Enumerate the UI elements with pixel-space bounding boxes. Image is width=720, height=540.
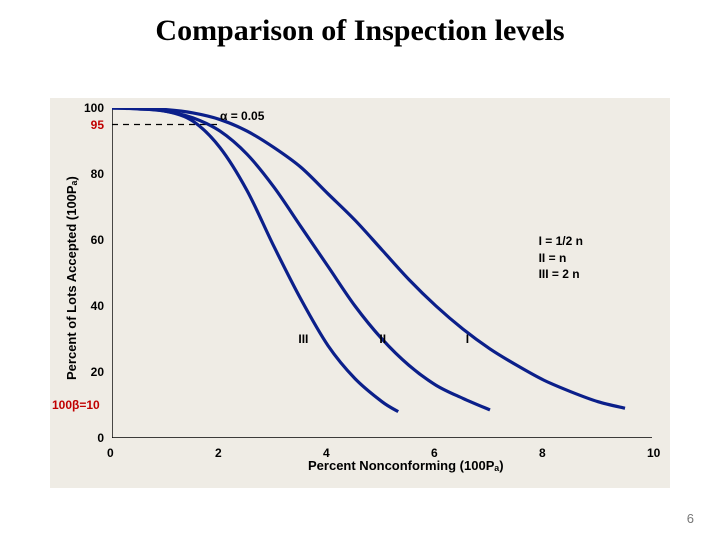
page-title: Comparison of Inspection levels bbox=[0, 0, 720, 48]
beta-annotation: 100β=10 bbox=[52, 398, 100, 412]
y-tick-label-95: 95 bbox=[74, 118, 104, 132]
curve-label-II: II bbox=[379, 332, 386, 346]
y-tick-label: 60 bbox=[74, 233, 104, 247]
x-tick-label: 2 bbox=[215, 446, 222, 460]
page-number: 6 bbox=[687, 511, 694, 526]
y-tick-label: 20 bbox=[74, 365, 104, 379]
chart-container: Percent of Lots Accepted (100Pₐ) α = 0.0… bbox=[50, 98, 670, 488]
y-tick-label: 100 bbox=[74, 101, 104, 115]
y-tick-label: 80 bbox=[74, 167, 104, 181]
plot-area: α = 0.05I = 1/2 nII = nIII = 2 nIIIIII bbox=[112, 108, 652, 438]
x-tick-label: 0 bbox=[107, 446, 114, 460]
curve-label-I: I bbox=[466, 332, 469, 346]
x-tick-label: 10 bbox=[647, 446, 660, 460]
legend: I = 1/2 nII = nIII = 2 n bbox=[539, 233, 583, 282]
curve-label-III: III bbox=[298, 332, 308, 346]
x-axis-title: Percent Nonconforming (100Pₐ) bbox=[308, 458, 504, 473]
y-tick-label: 40 bbox=[74, 299, 104, 313]
x-tick-label: 4 bbox=[323, 446, 330, 460]
legend-line: III = 2 n bbox=[539, 266, 583, 282]
y-tick-label: 0 bbox=[74, 431, 104, 445]
y-axis-title: Percent of Lots Accepted (100Pₐ) bbox=[64, 176, 79, 380]
x-tick-label: 6 bbox=[431, 446, 438, 460]
legend-line: I = 1/2 n bbox=[539, 233, 583, 249]
alpha-annotation: α = 0.05 bbox=[220, 109, 264, 123]
x-tick-label: 8 bbox=[539, 446, 546, 460]
legend-line: II = n bbox=[539, 250, 583, 266]
